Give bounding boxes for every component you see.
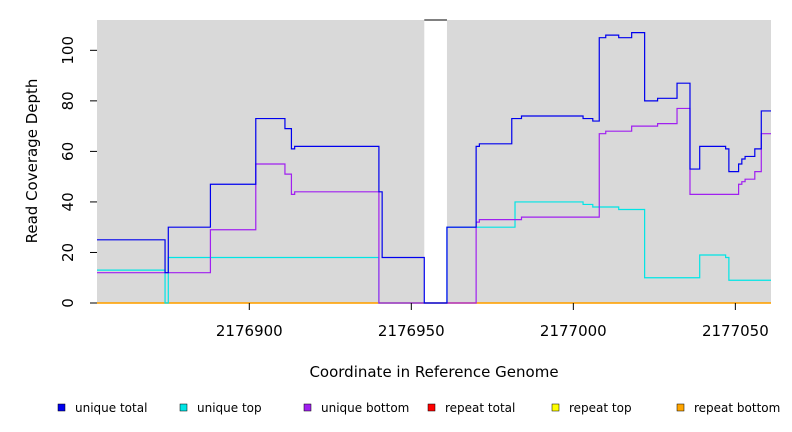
legend-swatch [179, 403, 188, 412]
legend-label: repeat bottom [694, 401, 780, 415]
y-tick-label: 60 [59, 142, 77, 161]
legend-swatch [551, 403, 560, 412]
y-tick-label: 0 [59, 298, 77, 308]
y-axis-title: Read Coverage Depth [23, 79, 41, 244]
x-axis: 2176900 2176950 2177000 2177050 [216, 303, 769, 340]
y-tick-label: 40 [59, 192, 77, 211]
legend-label: unique top [197, 401, 262, 415]
legend-label: repeat total [445, 401, 515, 415]
y-tick-label: 100 [59, 36, 77, 65]
legend-swatch [57, 403, 66, 412]
series-line-unique-bottom [97, 107, 771, 304]
legend-swatch [303, 403, 312, 412]
series-line-unique-total [97, 32, 771, 304]
legend-label: unique total [75, 401, 147, 415]
x-tick-label: 2176950 [378, 322, 445, 340]
y-tick-label: 80 [59, 91, 77, 110]
gap-region [424, 20, 447, 303]
y-axis: 0 20 40 60 80 100 [59, 36, 97, 308]
legend-label: repeat top [569, 401, 632, 415]
legend: unique total unique top unique bottom repea… [57, 401, 780, 415]
series-line-unique-top [97, 201, 771, 304]
x-tick-label: 2177050 [702, 322, 769, 340]
series-lines [97, 32, 771, 304]
x-axis-title: Coordinate in Reference Genome [309, 363, 558, 381]
x-tick-label: 2176900 [216, 322, 283, 340]
legend-label: unique bottom [321, 401, 409, 415]
x-tick-label: 2177000 [540, 322, 607, 340]
y-tick-label: 20 [59, 243, 77, 262]
legend-swatch [427, 403, 436, 412]
legend-swatch [676, 403, 685, 412]
